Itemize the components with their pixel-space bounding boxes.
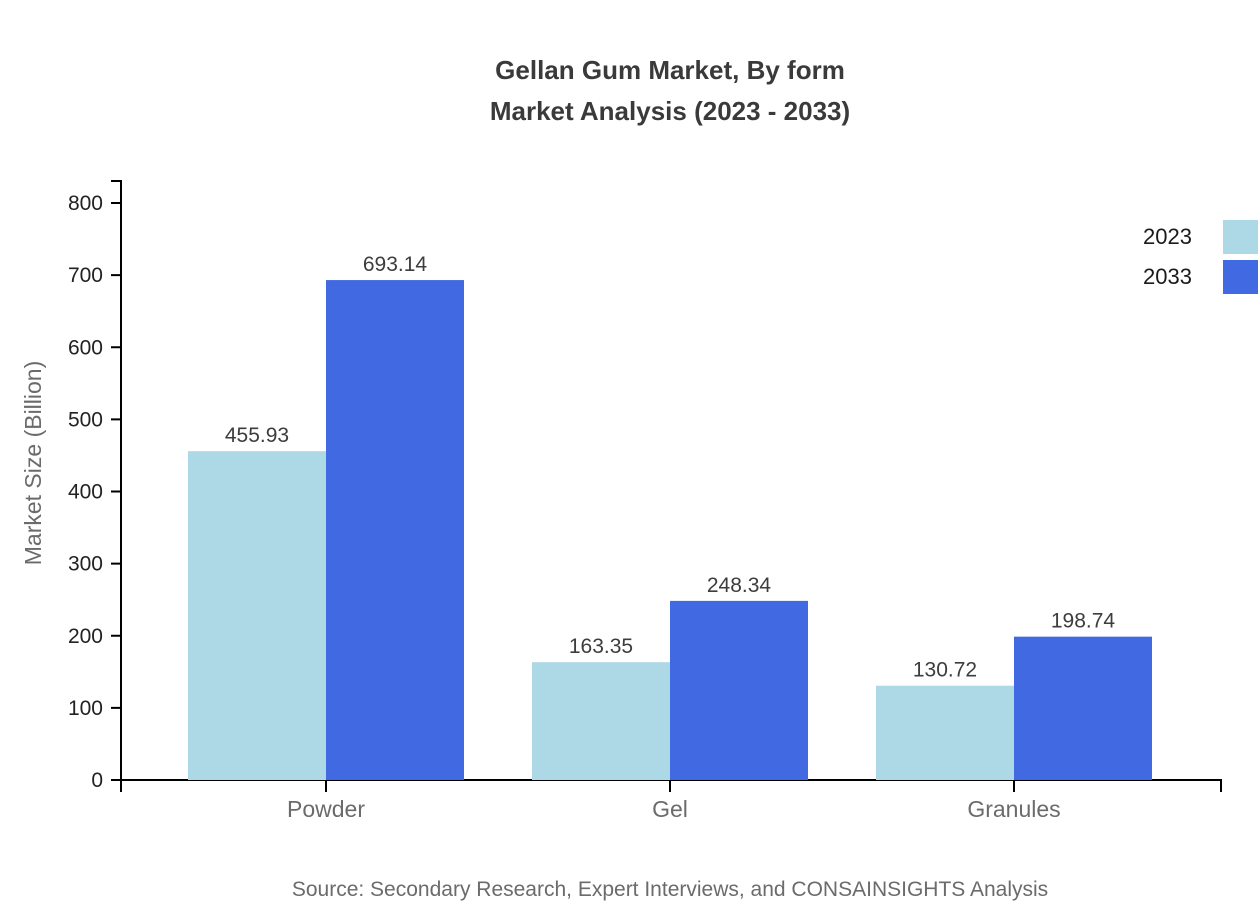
y-axis-title: Market Size (Billion) xyxy=(20,360,46,566)
y-tick-label: 500 xyxy=(68,408,103,431)
bar-2023-granules xyxy=(876,685,1014,780)
y-tick-label: 300 xyxy=(68,553,103,576)
y-tick-label: 400 xyxy=(68,481,103,504)
y-tick-label: 0 xyxy=(91,769,103,792)
y-tick-label: 100 xyxy=(68,697,103,720)
legend-swatch-2033 xyxy=(1223,260,1258,294)
legend-swatch-2023 xyxy=(1223,220,1258,254)
y-tick-label: 800 xyxy=(68,192,103,215)
y-tick-label: 600 xyxy=(68,336,103,359)
bar-value-label: 693.14 xyxy=(363,253,428,276)
x-axis-category-label: Granules xyxy=(967,796,1060,822)
x-axis-line xyxy=(121,779,1222,792)
bar-value-label: 248.34 xyxy=(707,574,772,597)
bar-2033-gel xyxy=(670,600,808,780)
bar-value-label: 163.35 xyxy=(569,635,633,658)
bar-2023-powder xyxy=(188,451,326,780)
y-axis-line xyxy=(111,180,122,792)
chart-title-line-2: Market Analysis (2023 - 2033) xyxy=(489,96,851,126)
bar-value-label: 130.72 xyxy=(913,659,977,682)
x-axis-category-label: Powder xyxy=(287,796,365,822)
y-tick-label: 700 xyxy=(68,264,103,287)
bar-2033-granules xyxy=(1014,636,1152,780)
bar-value-label: 198.74 xyxy=(1051,610,1116,633)
chart-title: Gellan Gum Market, By form Market Analys… xyxy=(80,50,1260,132)
legend-label-2023: 2023 xyxy=(1143,224,1192,249)
bar-value-label: 455.93 xyxy=(225,424,289,447)
bar-2023-gel xyxy=(532,662,670,780)
bar-2033-powder xyxy=(326,280,464,780)
x-axis-category-label: Gel xyxy=(652,796,688,822)
source-attribution: Source: Secondary Research, Expert Inter… xyxy=(291,878,1049,901)
y-tick-label: 200 xyxy=(68,625,103,648)
chart-title-line-1: Gellan Gum Market, By form xyxy=(495,55,845,85)
legend-label-2033: 2033 xyxy=(1143,264,1192,289)
